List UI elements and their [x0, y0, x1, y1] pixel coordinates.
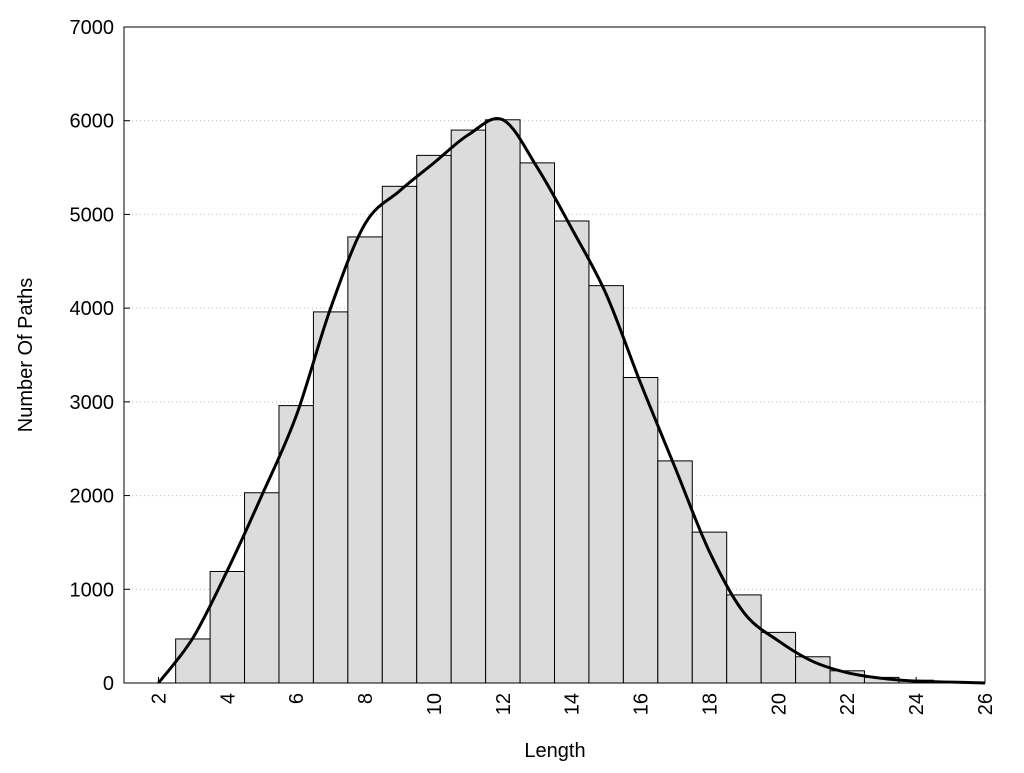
x-tick-label: 6: [286, 693, 308, 704]
bar: [347, 236, 383, 684]
x-tick-label: 8: [355, 693, 377, 704]
y-tick-label: 2000: [70, 486, 115, 508]
y-tick-label: 5000: [70, 204, 115, 226]
y-tick-label: 3000: [70, 392, 115, 414]
bar: [554, 220, 590, 684]
x-tick-label: 12: [493, 693, 515, 715]
bar: [312, 311, 349, 684]
x-tick-label: 10: [424, 693, 446, 715]
bar: [485, 119, 521, 684]
bar: [175, 638, 211, 684]
x-tick-label: 20: [768, 693, 790, 715]
bar: [278, 405, 314, 684]
bar: [416, 154, 452, 684]
y-tick-label: 6000: [70, 111, 115, 133]
plot-frame: [123, 26, 986, 684]
x-tick-label: 16: [631, 693, 653, 715]
bar: [691, 531, 728, 684]
x-tick-label: 18: [699, 693, 721, 715]
y-tick-label: 0: [103, 673, 114, 695]
y-axis-label: Number Of Paths: [15, 278, 37, 433]
density-curve: [157, 117, 986, 685]
bar: [381, 185, 418, 684]
x-axis-label: Length: [524, 740, 585, 762]
y-tick-label: 7000: [70, 17, 115, 39]
y-tick-label: 4000: [70, 298, 115, 320]
bar: [209, 570, 246, 684]
x-tick-label: 4: [217, 693, 239, 704]
x-tick-label: 24: [906, 693, 928, 715]
x-tick-label: 22: [837, 693, 859, 715]
bar: [450, 129, 487, 684]
bar: [588, 285, 624, 684]
bar: [622, 376, 659, 684]
x-tick-label: 2: [148, 693, 170, 704]
bar: [726, 594, 762, 684]
y-tick-label: 1000: [70, 579, 115, 601]
x-tick-label: 14: [562, 693, 584, 715]
x-tick-label: 26: [975, 693, 997, 715]
bar: [519, 162, 555, 684]
